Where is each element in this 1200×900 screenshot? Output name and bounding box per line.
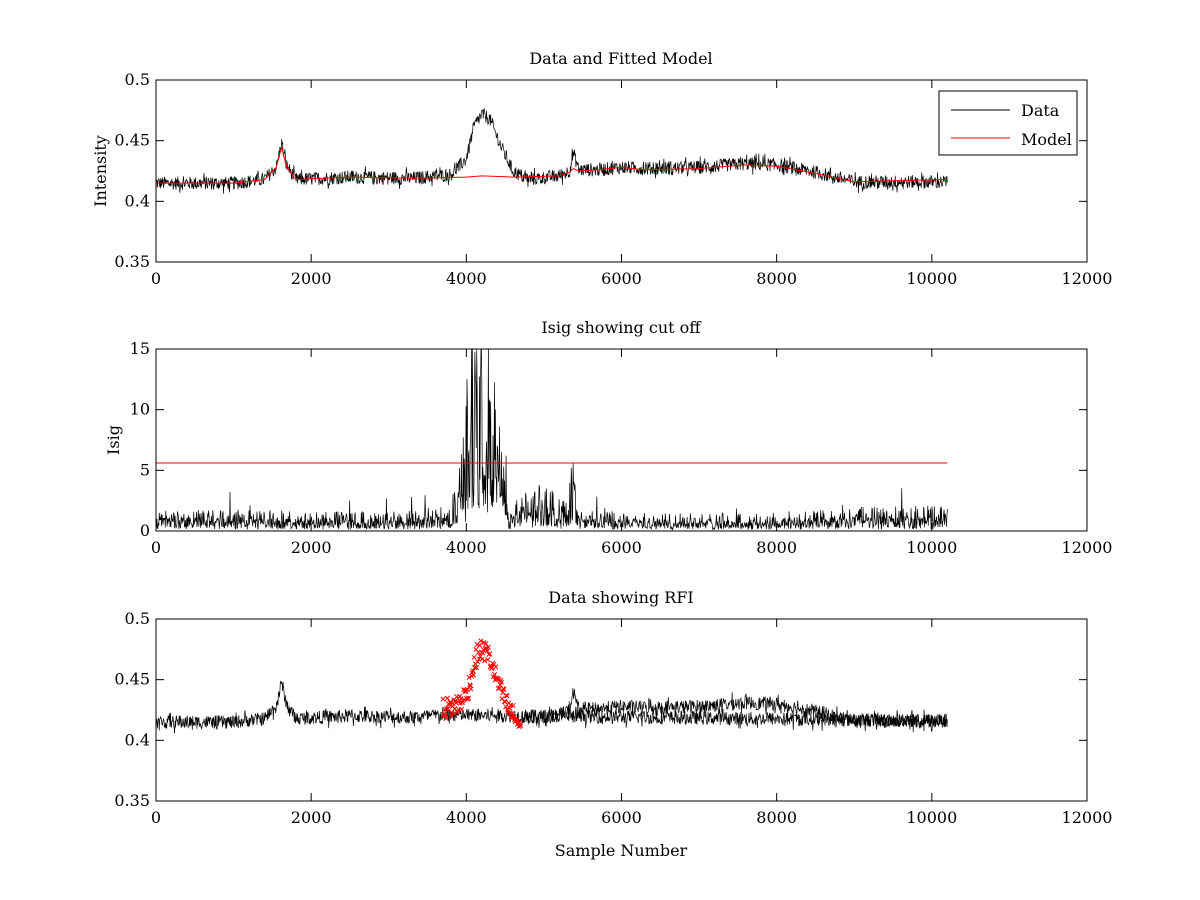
- chart-title: Isig showing cut off: [541, 318, 702, 337]
- x-tick-label: 4000: [446, 538, 487, 557]
- rfi-marker: [493, 664, 499, 670]
- y-tick-label: 0.45: [114, 670, 150, 689]
- rfi-marker: [471, 654, 477, 660]
- legend-label-model: Model: [1021, 130, 1072, 149]
- rfi-marker: [500, 690, 506, 696]
- x-tick-label: 0: [151, 269, 161, 288]
- tick-layer: 0 2000 4000 6000 8000 10000 12000 0.35 0.4 0.45 0.…: [114, 70, 1112, 288]
- rfi-marker: [491, 661, 497, 667]
- rfi-panel: Data showing RFI 0 2000 4000 6000 8000 10000 1…: [114, 588, 1112, 860]
- chart-title: Data showing RFI: [548, 588, 693, 607]
- rfi-marker: [503, 704, 509, 710]
- y-tick-label: 5: [140, 460, 150, 479]
- rfi-marker: [495, 685, 501, 692]
- rfi-marker: [487, 651, 493, 657]
- x-tick-label: 4000: [446, 269, 487, 288]
- series-layer: [155, 348, 948, 531]
- tick-layer: 0 2000 4000 6000 8000 10000 12000 0 5 10 15: [130, 339, 1113, 557]
- series-layer: [155, 107, 948, 194]
- series-layer: [155, 638, 948, 734]
- rfi-marker: [468, 686, 474, 692]
- rfi-marker: [466, 674, 472, 681]
- rfi-markers: [440, 638, 524, 729]
- series-line: [156, 146, 948, 184]
- rfi-marker: [451, 711, 457, 717]
- x-tick-label: 0: [151, 538, 161, 557]
- x-tick-label: 12000: [1062, 808, 1113, 827]
- rfi-marker: [502, 699, 508, 705]
- x-tick-label: 8000: [756, 538, 797, 557]
- rfi-marker: [459, 699, 465, 706]
- rfi-marker: [447, 699, 454, 705]
- rfi-marker: [454, 709, 460, 715]
- rfi-marker: [472, 665, 478, 671]
- y-tick-label: 0.5: [125, 609, 150, 628]
- series-line: [155, 348, 948, 531]
- y-tick-label: 10: [130, 400, 150, 419]
- rfi-marker: [475, 659, 481, 665]
- y-axis-label: Isig: [104, 425, 123, 455]
- rfi-marker: [506, 705, 513, 711]
- x-tick-label: 10000: [906, 808, 957, 827]
- rfi-marker: [474, 665, 480, 671]
- x-tick-label: 2000: [291, 269, 332, 288]
- y-tick-label: 0.35: [114, 252, 150, 271]
- y-tick-label: 0: [140, 521, 150, 540]
- rfi-marker: [478, 638, 484, 644]
- rfi-marker: [443, 715, 449, 721]
- rfi-marker: [482, 658, 488, 664]
- chart-title: Data and Fitted Model: [529, 49, 712, 68]
- x-tick-label: 10000: [906, 538, 957, 557]
- isig-panel: Isig showing cut off Isig 0 2000 4000 6000 8…: [104, 318, 1112, 557]
- rfi-marker: [459, 706, 465, 712]
- rfi-marker: [485, 644, 491, 650]
- x-tick-label: 12000: [1062, 269, 1113, 288]
- y-tick-label: 0.4: [125, 191, 150, 210]
- x-tick-label: 6000: [601, 269, 642, 288]
- y-tick-label: 15: [130, 339, 150, 358]
- legend-label-data: Data: [1021, 101, 1060, 120]
- x-tick-label: 0: [151, 808, 161, 827]
- rfi-marker: [498, 679, 504, 685]
- legend-box: [938, 90, 1078, 156]
- intensity-panel: Data and Fitted Model Intensity 0 2000 400…: [91, 49, 1112, 288]
- rfi-marker: [514, 716, 520, 722]
- x-tick-label: 8000: [756, 269, 797, 288]
- rfi-marker: [518, 723, 524, 729]
- rfi-marker: [477, 642, 483, 648]
- x-tick-label: 6000: [601, 808, 642, 827]
- y-axis-label: Intensity: [91, 135, 110, 207]
- rfi-marker: [479, 656, 485, 662]
- x-tick-label: 8000: [756, 808, 797, 827]
- x-tick-label: 4000: [446, 808, 487, 827]
- series-line: [521, 688, 948, 733]
- rfi-marker: [465, 695, 472, 701]
- rfi-marker: [470, 672, 477, 678]
- y-tick-label: 0.4: [125, 730, 150, 749]
- y-tick-label: 0.35: [114, 791, 150, 810]
- rfi-marker: [501, 686, 507, 693]
- rfi-marker: [504, 693, 510, 699]
- x-tick-label: 2000: [291, 538, 332, 557]
- rfi-marker: [492, 671, 498, 677]
- rfi-marker: [510, 710, 516, 716]
- rfi-marker: [445, 705, 451, 711]
- rfi-marker: [485, 657, 491, 663]
- tick-layer: 0 2000 4000 6000 8000 10000 12000 0.35 0.4 0.45 0.…: [114, 609, 1112, 827]
- rfi-marker: [477, 653, 483, 659]
- legend: Data Model: [938, 90, 1078, 156]
- x-tick-label: 10000: [906, 269, 957, 288]
- rfi-marker: [483, 641, 489, 647]
- y-tick-label: 0.45: [114, 131, 150, 150]
- x-tick-label: 2000: [291, 808, 332, 827]
- rfi-marker: [440, 696, 446, 702]
- x-axis-label: Sample Number: [555, 841, 688, 860]
- x-tick-label: 12000: [1062, 538, 1113, 557]
- y-tick-label: 0.5: [125, 70, 150, 89]
- rfi-marker: [452, 706, 458, 712]
- rfi-marker: [497, 682, 503, 688]
- x-tick-label: 6000: [601, 538, 642, 557]
- rfi-marker: [510, 702, 516, 709]
